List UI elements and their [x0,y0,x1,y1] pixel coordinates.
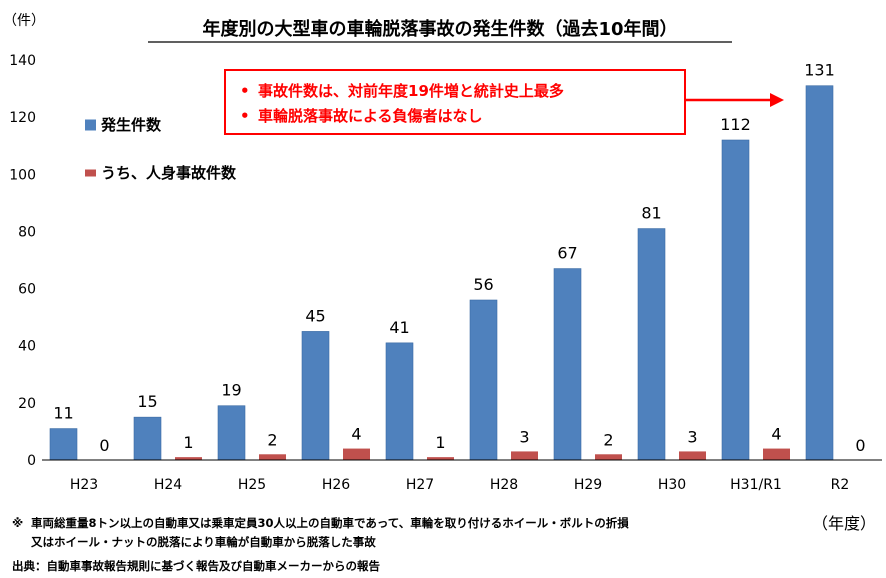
y-tick-label: 20 [18,396,36,412]
data-label-injury-accidents: 2 [267,430,277,449]
x-tick-label: H29 [574,477,602,493]
annotation-frame [224,69,686,135]
data-label-occurrences: 81 [641,204,661,223]
data-label-injury-accidents: 1 [435,433,445,452]
bar-injury-accidents [595,454,622,460]
x-tick-label: H25 [238,477,266,493]
x-axis-unit: （年度） [812,514,876,533]
x-tick-label: H30 [658,477,686,493]
y-tick-label: 0 [27,453,36,469]
legend-swatch-occurrences [85,119,96,131]
y-axis-unit: （件） [3,13,45,29]
y-axis-ticks: 0 20 40 60 80 100 120 140 [9,53,36,469]
footnote-source: 出典：自動車事故報告規則に基づく報告及び自動車メーカーからの報告 [12,559,380,573]
bar-occurrences [49,428,78,461]
x-tick-label: R2 [831,477,850,493]
data-label-injury-accidents: 3 [687,427,697,446]
bar-occurrences [805,85,834,461]
footnote-mark: ※ [12,516,23,530]
annotation-line-1: 事故件数は、対前年度19件増と統計史上最多 [258,82,564,100]
data-label-occurrences: 112 [720,115,751,134]
y-tick-label: 100 [9,167,36,183]
bar-injury-accidents [679,451,706,460]
chart-title: 年度別の大型車の車輪脱落事故の発生件数（過去10年間） [202,18,677,40]
annotation-bullet-2: • [240,107,250,125]
bar-occurrences [721,139,750,461]
data-label-occurrences: 67 [557,244,577,263]
x-tick-label: H24 [154,477,182,493]
bar-injury-accidents [427,457,454,460]
data-label-injury-accidents: 0 [99,436,109,455]
y-tick-label: 140 [9,53,36,69]
value-labels: 11 0 15 1 19 2 45 4 41 1 56 3 67 2 81 3 112 4 131 0 [53,61,865,455]
data-label-occurrences: 41 [389,318,409,337]
footnote-line-1: 車両総重量8トン以上の自動車又は乗車定員30人以上の自動車であって、車輪を取り付… [31,516,629,530]
data-label-occurrences: 131 [804,61,835,80]
bars [49,85,834,461]
data-label-occurrences: 56 [473,275,493,294]
annotation-box: • 事故件数は、対前年度19件増と統計史上最多 • 車輪脱落事故による負傷者はな… [224,69,784,135]
bar-occurrences [133,416,162,461]
x-tick-label: H28 [490,477,518,493]
annotation-line-2: 車輪脱落事故による負傷者はなし [258,107,483,125]
x-tick-label: H27 [406,477,434,493]
bar-injury-accidents [763,448,790,460]
legend-label-occurrences: 発生件数 [100,116,162,134]
x-tick-label: H31/R1 [730,477,782,493]
y-tick-label: 120 [9,110,36,126]
data-label-occurrences: 19 [221,381,241,400]
legend-label-injury-accidents: うち、人身事故件数 [101,164,237,182]
annotation-bullet-1: • [240,82,250,100]
data-label-injury-accidents: 2 [603,430,613,449]
data-label-injury-accidents: 4 [351,425,361,444]
bar-injury-accidents [175,457,202,460]
data-label-injury-accidents: 1 [183,433,193,452]
bar-occurrences [553,268,582,461]
bar-injury-accidents [343,448,370,460]
x-tick-label: H26 [322,477,350,493]
bar-injury-accidents [259,454,286,460]
data-label-occurrences: 15 [137,392,157,411]
data-label-injury-accidents: 4 [771,425,781,444]
bar-injury-accidents [511,451,538,460]
bar-occurrences [385,342,414,461]
x-axis-ticks: H23 H24 H25 H26 H27 H28 H29 H30 H31/R1 R2 [70,477,849,493]
bar-occurrences [469,299,498,461]
y-tick-label: 80 [18,224,36,240]
bar-occurrences [301,331,330,461]
annotation-arrow-head [770,93,784,107]
y-tick-label: 40 [18,339,36,355]
bar-occurrences [637,228,666,461]
legend-swatch-injury-accidents [85,169,96,177]
data-label-injury-accidents: 3 [519,427,529,446]
data-label-injury-accidents: 0 [855,436,865,455]
bar-occurrences [217,405,246,461]
x-tick-label: H23 [70,477,98,493]
y-tick-label: 60 [18,282,36,298]
data-label-occurrences: 45 [305,306,325,325]
data-label-occurrences: 11 [53,404,73,423]
footnote-line-2: 又はホイール・ナットの脱落により車輪が自動車から脱落した事故 [30,535,376,549]
